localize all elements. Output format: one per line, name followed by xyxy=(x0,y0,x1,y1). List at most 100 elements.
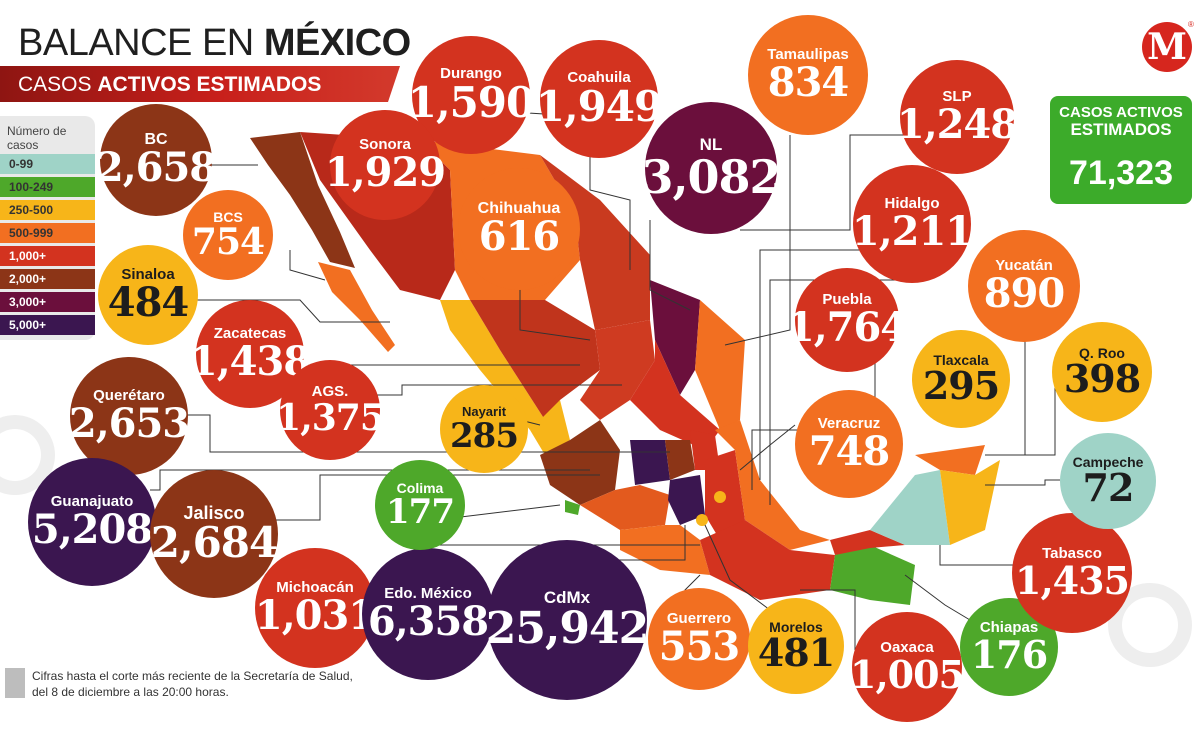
registered-mark: ® xyxy=(1188,20,1194,29)
state-name: Sonora xyxy=(359,136,411,154)
state-value: 1,435 xyxy=(1015,557,1130,603)
state-value: 25,942 xyxy=(485,602,649,654)
state-name: Colima xyxy=(396,479,444,496)
bubble-durango: Durango 1,590 xyxy=(408,36,535,154)
bubble-guerrero: Guerrero 553 xyxy=(648,588,750,690)
state-value: 177 xyxy=(386,492,455,533)
state-name: Yucatán xyxy=(995,257,1053,275)
state-name: BC xyxy=(144,130,168,148)
state-value: 2,653 xyxy=(68,399,190,447)
bubble-sinaloa: Sinaloa 484 xyxy=(98,245,198,345)
page-title: BALANCE EN MÉXICO xyxy=(18,22,411,65)
legend: Número de casos 0-99 100-249 250-500 500-99… xyxy=(0,116,95,340)
state-value: 2,684 xyxy=(150,518,279,568)
legend-swatch xyxy=(0,269,95,289)
state-name: Jalisco xyxy=(183,502,245,523)
state-name: SLP xyxy=(942,88,972,106)
subtitle-bold: ACTIVOS ESTIMADOS xyxy=(97,73,322,96)
state-name: Campeche xyxy=(1072,453,1144,470)
legend-item: 1,000+ xyxy=(0,246,95,268)
region-zacatecas xyxy=(580,320,655,420)
bubble-tamaulipas: Tamaulipas 834 xyxy=(748,15,868,135)
legend-swatch xyxy=(0,200,95,220)
subtitle-normal: CASOS xyxy=(18,73,98,96)
region-tamaulipas xyxy=(695,300,745,430)
legend-item: 0-99 xyxy=(0,154,95,176)
state-name: Tlaxcala xyxy=(933,351,989,368)
bubble-sonora: Sonora 1,929 xyxy=(325,110,446,220)
bubble-morelos: Morelos 481 xyxy=(748,598,844,694)
region-morelos xyxy=(696,514,708,526)
state-name: AGS. xyxy=(311,383,349,401)
bubble-edo-méxico: Edo. México 6,358 xyxy=(362,548,494,680)
state-value: 834 xyxy=(767,58,849,106)
total-value: 71,323 xyxy=(1069,154,1173,192)
legend-swatch xyxy=(0,246,95,266)
legend-label: 0-99 xyxy=(9,157,34,171)
state-value: 748 xyxy=(808,427,890,475)
state-name: Chihuahua xyxy=(477,199,561,217)
region-queretaro xyxy=(665,440,695,480)
state-value: 295 xyxy=(922,363,1000,409)
state-value: 1,929 xyxy=(324,148,446,196)
state-name: Hidalgo xyxy=(884,195,940,213)
region-michoacan xyxy=(580,485,670,530)
state-value: 1,248 xyxy=(896,100,1018,148)
state-name: Chiapas xyxy=(979,619,1039,637)
state-value: 398 xyxy=(1063,356,1141,402)
legend-label: 500-999 xyxy=(9,226,54,240)
title-normal: BALANCE EN xyxy=(18,22,264,64)
bubble-coahuila: Coahuila 1,949 xyxy=(536,40,663,158)
legend-label: 250-500 xyxy=(9,203,54,217)
legend-item: 500-999 xyxy=(0,223,95,245)
state-name: Edo. México xyxy=(384,585,472,603)
state-name: Veracruz xyxy=(817,415,881,433)
state-name: Tabasco xyxy=(1042,545,1102,563)
bubble-bcs: BCS 754 xyxy=(183,190,273,280)
total-label-line1: CASOS ACTIVOS xyxy=(1059,104,1183,121)
state-value: 484 xyxy=(107,278,189,326)
state-name: Nayarit xyxy=(461,404,507,420)
title-bold: MÉXICO xyxy=(263,22,411,64)
region-veracruz xyxy=(715,420,830,550)
legend-swatch xyxy=(0,292,95,312)
bubble-zacatecas: Zacatecas 1,438 xyxy=(190,300,311,408)
page-subtitle: CASOS ACTIVOS ESTIMADOS xyxy=(18,73,321,97)
bubble-chihuahua: Chihuahua 616 xyxy=(458,168,580,290)
state-value: 1,949 xyxy=(535,81,664,131)
state-value: 481 xyxy=(757,630,835,676)
state-value: 176 xyxy=(970,631,1048,677)
state-name: Michoacán xyxy=(276,579,354,597)
state-name: Zacatecas xyxy=(213,325,287,343)
region-tlaxcala xyxy=(714,491,726,503)
region-guanajuato xyxy=(630,440,670,485)
milenio-logo-icon: M xyxy=(1142,22,1192,72)
state-value: 5,208 xyxy=(31,505,153,553)
bubble-slp: SLP 1,248 xyxy=(896,60,1018,174)
legend-item: 100-249 xyxy=(0,177,95,199)
bubble-jalisco: Jalisco 2,684 xyxy=(150,470,278,598)
region-bc xyxy=(250,132,355,268)
legend-label: 100-249 xyxy=(9,180,54,194)
state-value: 1,031 xyxy=(254,591,376,639)
region-bcs xyxy=(318,262,395,352)
legend-swatch xyxy=(0,223,95,243)
state-name: Coahuila xyxy=(567,69,631,87)
region-nayarit xyxy=(530,400,570,455)
legend-label: 3,000+ xyxy=(9,295,47,309)
state-name: Oaxaca xyxy=(880,639,934,657)
state-name: Querétaro xyxy=(93,387,165,405)
bubble-guanajuato: Guanajuato 5,208 xyxy=(28,458,156,586)
state-name: Tamaulipas xyxy=(767,46,849,64)
state-value: 890 xyxy=(983,269,1065,317)
legend-label: 2,000+ xyxy=(9,272,47,286)
legend-item: 5,000+ xyxy=(0,315,95,337)
footnote-marker xyxy=(5,668,25,698)
state-name: Guerrero xyxy=(666,610,732,628)
region-yucatan xyxy=(915,445,985,475)
legend-item: 2,000+ xyxy=(0,269,95,291)
bubble-bc: BC 2,658 xyxy=(96,104,217,216)
state-value: 616 xyxy=(478,213,560,261)
legend-item: 250-500 xyxy=(0,200,95,222)
state-name: Durango xyxy=(440,65,502,83)
